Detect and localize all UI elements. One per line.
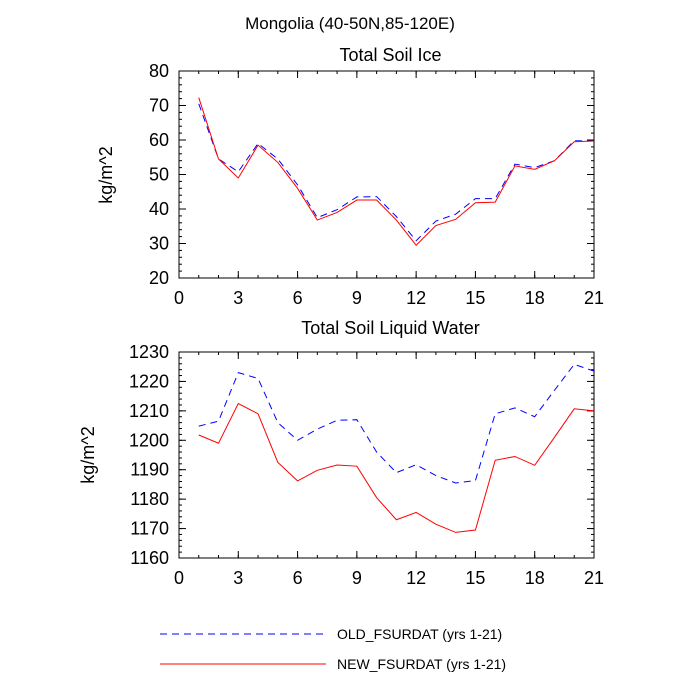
- y-axis-label: kg/m^2: [78, 426, 98, 483]
- y-tick-label: 1230: [129, 342, 169, 362]
- x-tick-label: 3: [233, 288, 243, 308]
- x-tick-label: 3: [233, 568, 243, 588]
- x-tick-label: 6: [293, 568, 303, 588]
- y-tick-label: 80: [149, 61, 169, 81]
- legend-label: NEW_FSURDAT (yrs 1-21): [337, 656, 506, 672]
- y-tick-label: 1180: [130, 489, 169, 509]
- x-tick-label: 15: [465, 288, 485, 308]
- y-tick-label: 1200: [129, 430, 169, 450]
- series-line-new: [198, 402, 595, 533]
- minor-ticks: [178, 351, 595, 559]
- y-tick-label: 30: [149, 234, 169, 254]
- y-tick-label: 1160: [130, 548, 169, 568]
- y-tick-label: 50: [149, 165, 169, 185]
- x-tick-label: 0: [174, 568, 184, 588]
- x-tick-label: 15: [465, 568, 485, 588]
- plot-frame: [178, 70, 595, 279]
- y-tick-label: 40: [149, 199, 169, 219]
- y-tick-label: 1190: [130, 460, 169, 480]
- x-tick-label: 12: [406, 568, 426, 588]
- y-tick-label: 1170: [130, 519, 169, 539]
- x-tick-label: 0: [174, 288, 184, 308]
- y-tick-label: 1210: [129, 401, 169, 421]
- chart-panel-1: 0 3 6 9 12 15 18 21 20 30 40 50 60 70 80 Total Soil Ice…: [96, 45, 604, 308]
- series-line-old: [198, 103, 595, 242]
- x-tick-label: 6: [293, 288, 303, 308]
- suptitle: Mongolia (40-50N,85-120E): [245, 14, 455, 33]
- series-line-new: [198, 97, 595, 246]
- y-tick-label: 60: [149, 130, 169, 150]
- legend-label: OLD_FSURDAT (yrs 1-21): [337, 626, 502, 642]
- chart-title: Total Soil Liquid Water: [301, 318, 479, 338]
- x-tick-label: 21: [584, 288, 604, 308]
- x-tick-label: 9: [352, 568, 362, 588]
- y-tick-label: 20: [149, 268, 169, 288]
- series-line-old: [198, 363, 595, 484]
- y-tick-label: 1220: [129, 371, 169, 391]
- minor-ticks: [178, 70, 595, 279]
- y-tick-label: 70: [149, 96, 169, 116]
- chart-title: Total Soil Ice: [339, 45, 441, 65]
- legend-entry-1: OLD_FSURDAT (yrs 1-21): [160, 626, 502, 642]
- x-tick-label: 21: [584, 568, 604, 588]
- x-tick-label: 18: [525, 568, 545, 588]
- legend: OLD_FSURDAT (yrs 1-21) NEW_FSURDAT (yrs 1…: [160, 626, 506, 672]
- chart-panel-2: 0 3 6 9 12 15 18 21 1160 1170 1180 1190 1200 1210 1220…: [78, 318, 604, 588]
- plot-frame: [178, 351, 595, 559]
- y-axis-label: kg/m^2: [96, 146, 116, 203]
- x-tick-label: 18: [525, 288, 545, 308]
- legend-entry-2: NEW_FSURDAT (yrs 1-21): [160, 656, 506, 672]
- x-tick-label: 12: [406, 288, 426, 308]
- x-tick-label: 9: [352, 288, 362, 308]
